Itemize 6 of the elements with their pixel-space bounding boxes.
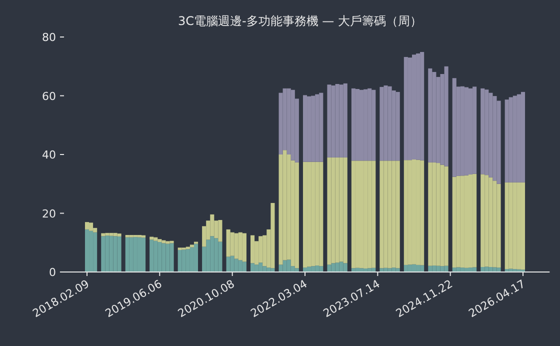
chart-title: 3C電腦週邊-多功能事務機 — 大戶籌碼（周） [178, 14, 422, 28]
y-tick-label: 0 [49, 266, 56, 279]
y-tick-label: 60 [42, 90, 56, 103]
y-tick-label: 80 [42, 31, 56, 44]
y-tick-label: 40 [42, 148, 56, 162]
y-tick-label: 20 [42, 207, 56, 220]
